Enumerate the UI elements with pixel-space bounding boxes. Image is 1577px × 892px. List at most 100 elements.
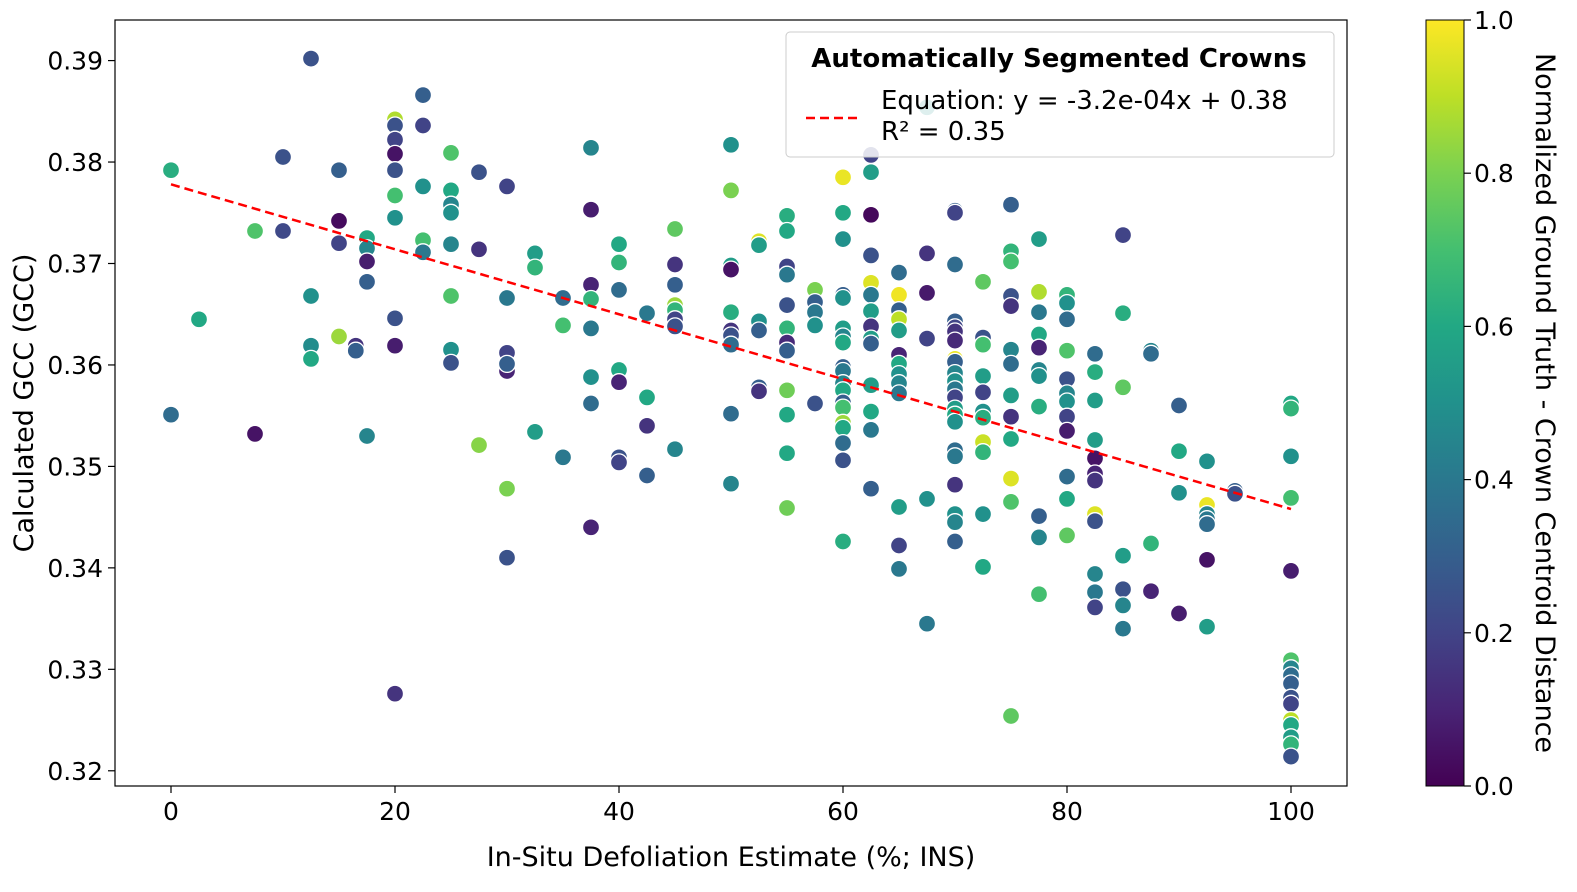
data-point [721,303,741,322]
data-point [1057,341,1077,360]
data-point [609,253,629,272]
plot-frame [114,19,1348,787]
data-point [721,474,741,493]
data-point [1141,534,1161,553]
data-point [1057,293,1077,313]
data-point [1001,252,1021,271]
data-point [1029,397,1049,416]
data-point [777,405,797,424]
data-point [413,85,433,105]
data-point [833,451,853,470]
data-point [805,316,825,335]
data-point [833,398,853,417]
data-point [385,144,405,164]
data-point [329,211,349,231]
data-point [1113,580,1133,599]
data-point [945,532,965,551]
data-point [301,286,321,306]
data-point [777,381,797,400]
data-point [301,49,321,68]
y-tick-label: 0.32 [47,757,103,786]
y-tick-label: 0.37 [47,249,103,278]
x-tick-label: 80 [1051,797,1083,826]
data-point [1029,366,1049,386]
data-point [1141,344,1161,363]
data-point [1057,467,1077,486]
data-point [525,422,545,442]
colorbar-tick-label: 0.6 [1474,312,1514,341]
data-point [973,366,993,386]
data-point [609,280,629,300]
data-point [917,283,937,303]
data-point [385,309,405,328]
y-tick-label: 0.33 [47,655,103,684]
data-point [1085,362,1105,382]
legend-equation: Equation: y = -3.2e-04x + 0.38 [881,86,1288,116]
data-point [665,275,685,294]
x-axis-label: In-Situ Defoliation Estimate (%; INS) [487,842,976,873]
data-point [777,341,797,360]
data-point [1001,296,1021,316]
data-point [1057,489,1077,509]
x-tick-label: 100 [1267,797,1315,826]
data-point [637,466,657,485]
data-point [245,221,265,241]
legend-r2: R² = 0.35 [881,117,1006,147]
data-point [1085,430,1105,450]
data-point [1057,310,1077,329]
data-point [665,317,685,336]
data-point [1057,526,1077,545]
data-point [1281,694,1301,713]
y-tick-label: 0.36 [47,351,103,380]
data-point [441,235,461,254]
data-point [889,497,909,517]
data-point [861,285,881,305]
regression-line [170,183,1292,511]
data-point [1001,354,1021,374]
data-point [833,288,853,308]
data-point [889,536,909,555]
data-point [1085,391,1105,410]
data-point [1197,617,1217,636]
data-point [945,203,965,222]
data-point [1281,488,1301,508]
data-point [581,518,601,537]
data-point [161,405,181,424]
data-point [1029,282,1049,302]
data-point [1169,396,1189,415]
data-point [1113,546,1133,565]
data-point [609,453,629,472]
data-point [973,504,993,524]
data-point [1029,338,1049,357]
data-point [497,479,517,498]
y-tick-label: 0.34 [47,554,103,583]
data-point [1085,344,1105,363]
data-point [861,246,881,265]
data-point [245,424,265,444]
data-point [346,341,365,360]
data-point [861,302,881,321]
data-point [441,143,461,163]
data-point [777,295,797,315]
data-point [441,203,461,222]
data-point [917,244,937,263]
legend: Automatically Segmented Crowns Equation:… [785,31,1335,158]
data-point [581,319,601,338]
y-axis-label: Calculated GCC (GCC) [9,254,40,553]
data-point [861,205,881,224]
data-point [1085,564,1105,584]
legend-box [785,31,1335,158]
data-point [1057,392,1077,411]
data-point [1085,449,1105,468]
data-point [553,448,573,467]
data-point [721,404,741,423]
data-point [861,334,881,353]
data-point [1085,512,1105,531]
data-point [945,331,965,350]
data-point [945,475,965,494]
data-point [1113,378,1133,397]
data-point [973,408,993,427]
data-point [497,354,517,374]
